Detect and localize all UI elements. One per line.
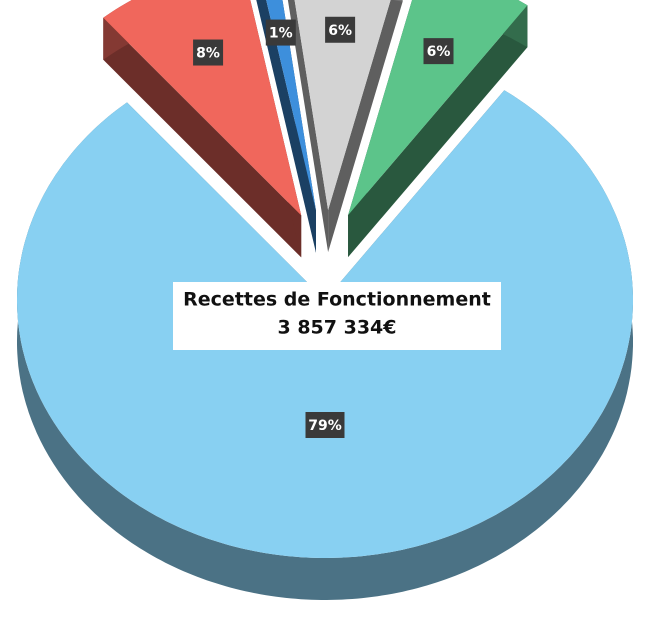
data-label: 8% [196,46,220,62]
slice-edge [287,0,329,253]
data-label: 1% [269,26,293,42]
slice-edge [348,5,528,258]
chart-total: 3 857 334€ [278,317,397,339]
label-box [423,38,454,65]
slice [103,0,302,216]
chart-title: Recettes de Fonctionnement [183,289,491,311]
label-box [193,39,224,66]
pie-tops [17,0,633,558]
slice-edge [256,0,316,253]
label-box [325,16,356,43]
slice-side [287,0,403,253]
pie-labels: 8% 1% 6% 6% 79% [193,16,454,438]
data-label: 6% [427,44,451,60]
center-box [173,282,501,350]
data-label: 79% [308,418,342,434]
label-box [265,19,296,46]
label-box [305,412,345,438]
slice-edge [103,17,302,258]
data-label: 6% [328,23,352,39]
slice [266,0,316,211]
slice-rim [393,0,403,2]
slice-edge [328,0,403,253]
slice [348,0,528,216]
slice [294,0,391,211]
